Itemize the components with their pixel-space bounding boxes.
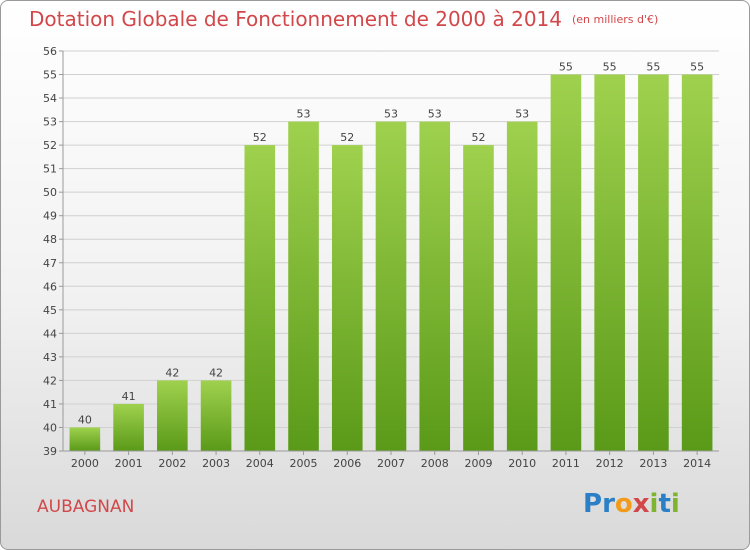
x-tick-label: 2014	[683, 457, 711, 470]
y-tick-label: 52	[43, 139, 57, 152]
bar-2008	[419, 121, 451, 452]
y-tick-label: 47	[43, 257, 57, 270]
bar-2011	[550, 74, 582, 451]
y-tick-label: 44	[43, 327, 57, 340]
bar-value-label: 42	[209, 366, 223, 379]
bar-value-label: 53	[297, 108, 311, 121]
x-tick-label: 2000	[71, 457, 99, 470]
bar-2000	[69, 427, 101, 451]
bar-value-label: 55	[646, 61, 660, 74]
y-tick-label: 45	[43, 304, 57, 317]
bar-value-label: 52	[253, 131, 267, 144]
axes: 39 40 41 42 43 44 45 46 47 48 49 50 51 52 53 54 55 56 2000…	[43, 45, 719, 470]
bar-value-label: 52	[471, 131, 485, 144]
bar-value-label: 55	[559, 61, 573, 74]
y-tick-label: 41	[43, 398, 57, 411]
bars: 40 41 42 42 52 53 52 53 53 52 53 55 55 55 55	[69, 61, 713, 452]
y-tick-label: 40	[43, 421, 57, 434]
x-tick-label: 2001	[115, 457, 143, 470]
x-tick-label: 2006	[333, 457, 361, 470]
x-tick-label: 2010	[508, 457, 536, 470]
x-tick-label: 2013	[639, 457, 667, 470]
bar-2007	[375, 121, 407, 452]
bar-value-label: 53	[515, 108, 529, 121]
y-tick-label: 49	[43, 210, 57, 223]
y-tick-label: 54	[43, 92, 57, 105]
y-tick-label: 50	[43, 186, 57, 199]
chart-title: Dotation Globale de Fonctionnement de 20…	[29, 7, 658, 31]
x-tick-label: 2004	[246, 457, 274, 470]
bar-2003	[200, 380, 232, 451]
bar-value-label: 42	[165, 366, 179, 379]
y-tick-label: 39	[43, 445, 57, 458]
y-tick-label: 51	[43, 163, 57, 176]
bar-value-label: 55	[690, 61, 704, 74]
x-tick-label: 2003	[202, 457, 230, 470]
logo-letter: r	[602, 489, 615, 519]
y-tick-label: 55	[43, 69, 57, 82]
y-tick-label: 53	[43, 116, 57, 129]
y-tick-label: 48	[43, 233, 57, 246]
bar-2010	[506, 121, 538, 452]
x-tick-label: 2008	[421, 457, 449, 470]
bar-2005	[288, 121, 319, 452]
y-tick-label: 46	[43, 280, 57, 293]
logo-letter: i	[670, 489, 680, 519]
bar-2004	[244, 145, 276, 451]
x-tick-label: 2012	[596, 457, 624, 470]
chart-subtitle: (en milliers d'€)	[572, 13, 659, 26]
x-tick-label: 2011	[552, 457, 580, 470]
bar-2009	[463, 145, 494, 451]
bar-value-label: 40	[78, 413, 92, 426]
logo-letter: P	[583, 489, 603, 519]
bar-2012	[594, 74, 625, 451]
x-tick-label: 2005	[290, 457, 318, 470]
logo-letter: o	[614, 489, 633, 519]
y-tick-label: 43	[43, 351, 57, 364]
bar-value-label: 53	[384, 108, 398, 121]
bar-value-label: 53	[428, 108, 442, 121]
bar-2014	[681, 74, 713, 451]
x-tick-label: 2007	[377, 457, 405, 470]
bar-value-label: 52	[340, 131, 354, 144]
bar-2001	[113, 403, 144, 451]
y-tick-label: 42	[43, 374, 57, 387]
x-tick-label: 2002	[158, 457, 186, 470]
logo-letter: x	[632, 489, 650, 519]
bar-value-label: 55	[603, 61, 617, 74]
bar-2013	[638, 74, 669, 451]
bar-2002	[157, 380, 188, 451]
bar-value-label: 41	[122, 390, 136, 403]
x-tick-label: 2009	[464, 457, 492, 470]
proxiti-logo: Proxiti	[583, 489, 680, 519]
chart-title-text: Dotation Globale de Fonctionnement de 20…	[29, 7, 562, 31]
commune-name: AUBAGNAN	[37, 497, 135, 517]
logo-letter: i	[649, 489, 659, 519]
y-tick-label: 56	[43, 45, 57, 58]
logo-letter: t	[658, 489, 671, 519]
bar-2006	[331, 145, 363, 451]
